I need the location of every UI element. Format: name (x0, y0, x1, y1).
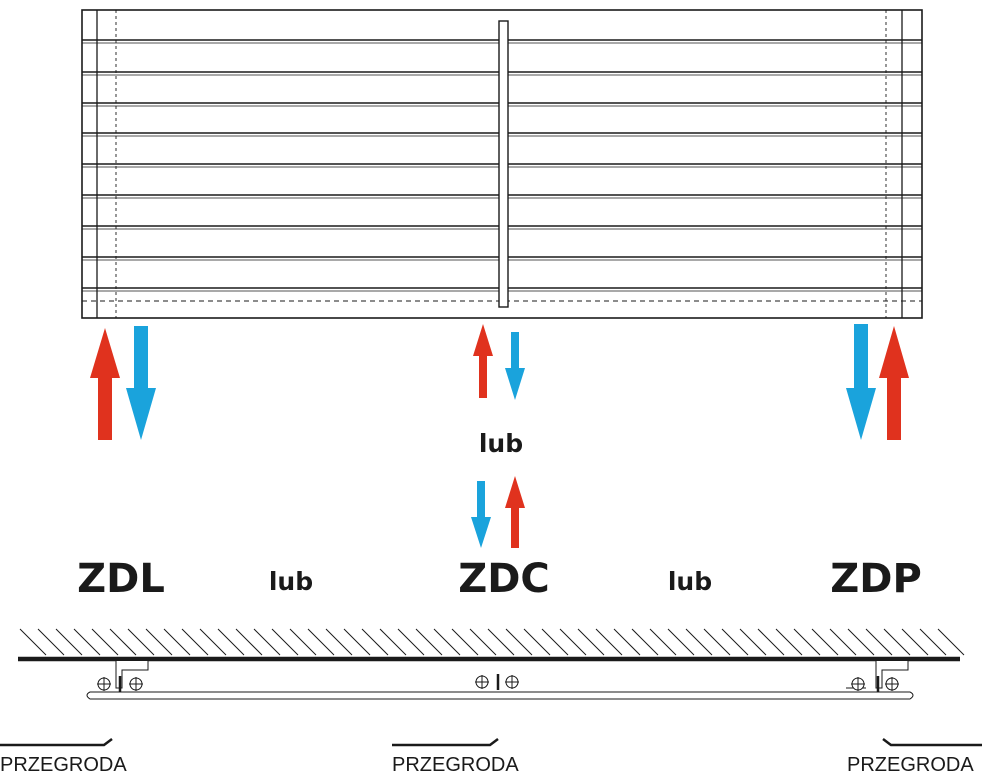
hatch-line (757, 628, 785, 656)
hatch-line (541, 628, 569, 656)
hatch-line (739, 628, 767, 656)
blind-drawing (81, 9, 923, 319)
hatch-line (793, 628, 821, 656)
hatch-line (19, 628, 47, 656)
ceiling-hatching (19, 628, 965, 656)
lub-left-label: lub (269, 567, 313, 596)
hatch-line (181, 628, 209, 656)
lub-right-label: lub (668, 567, 712, 596)
hatch-line (883, 628, 911, 656)
hatch-line (577, 628, 605, 656)
hatch-line (289, 628, 317, 656)
zdp-label: ZDP (830, 556, 922, 602)
hatch-line (829, 628, 857, 656)
hatch-line (865, 628, 893, 656)
hatch-line (451, 628, 479, 656)
przegroda-right: PRZEGRODA (847, 738, 982, 776)
arrow-down-blue-left (126, 326, 156, 440)
arrow-down-blue-right (846, 324, 876, 440)
ceiling-section (18, 628, 965, 700)
hatch-line (433, 628, 461, 656)
bracket-left-icon (97, 661, 149, 692)
hatch-line (325, 628, 353, 656)
hatch-line (235, 628, 263, 656)
przegroda-right-label: PRZEGRODA (847, 754, 974, 776)
przegroda-center-label: PRZEGRODA (392, 754, 519, 776)
hatch-line (37, 628, 65, 656)
hatch-line (937, 628, 965, 656)
hatch-line (613, 628, 641, 656)
hatch-line (559, 628, 587, 656)
hatch-line (343, 628, 371, 656)
hatch-line (109, 628, 137, 656)
arrow-down-blue-center-top (505, 332, 525, 400)
hatch-line (505, 628, 533, 656)
przegroda-left-label: PRZEGRODA (0, 754, 127, 776)
hatch-line (721, 628, 749, 656)
hatch-line (847, 628, 875, 656)
hatch-line (307, 628, 335, 656)
przegroda-left: PRZEGRODA (0, 738, 127, 776)
hatch-line (685, 628, 713, 656)
hatch-line (73, 628, 101, 656)
hatch-line (811, 628, 839, 656)
hatch-line (415, 628, 443, 656)
hatch-line (775, 628, 803, 656)
hatch-line (271, 628, 299, 656)
hatch-line (595, 628, 623, 656)
brackets (97, 661, 909, 692)
center-wand (498, 20, 509, 308)
arrow-up-red-center-top (473, 324, 493, 398)
hatch-line (397, 628, 425, 656)
arrow-up-red-center-bottom (505, 476, 525, 548)
hatch-line (487, 628, 515, 656)
hatch-line (145, 628, 173, 656)
hatch-line (469, 628, 497, 656)
arrow-up-red-left (90, 328, 120, 440)
hatch-line (163, 628, 191, 656)
hatch-line (901, 628, 929, 656)
lub-center-label: lub (479, 429, 523, 458)
head-rail (86, 691, 914, 700)
hatch-line (127, 628, 155, 656)
bracket-right-icon (846, 661, 909, 692)
hatch-line (667, 628, 695, 656)
hatch-line (91, 628, 119, 656)
hatch-line (199, 628, 227, 656)
hatch-line (649, 628, 677, 656)
arrow-down-blue-center-bottom (471, 481, 491, 548)
hatch-line (919, 628, 947, 656)
hatch-line (361, 628, 389, 656)
arrow-up-red-right (879, 326, 909, 440)
arrows (90, 324, 909, 548)
hatch-line (523, 628, 551, 656)
hatch-line (253, 628, 281, 656)
zdl-label: ZDL (77, 556, 165, 602)
przegroda-center: PRZEGRODA (392, 738, 519, 776)
hatch-line (55, 628, 83, 656)
zdc-label: ZDC (458, 556, 550, 602)
hatch-line (703, 628, 731, 656)
hatch-line (631, 628, 659, 656)
hatch-line (217, 628, 245, 656)
hatch-line (379, 628, 407, 656)
bracket-center-icon (475, 674, 519, 690)
